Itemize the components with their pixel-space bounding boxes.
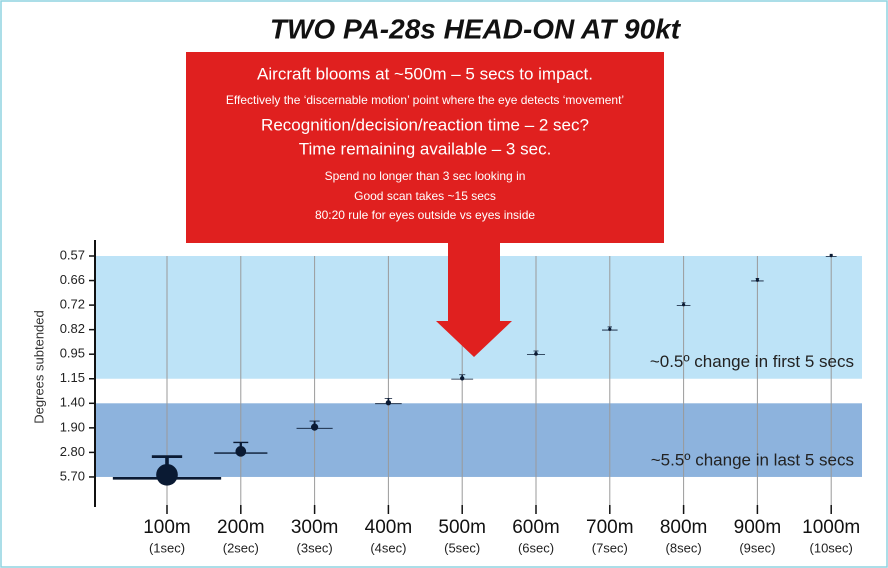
y-tick-label: 0.95 [60, 346, 85, 361]
x-tick-label: 1000m [802, 517, 860, 538]
x-tick-sublabel: (9sec) [739, 540, 775, 555]
x-tick-label: 700m [586, 517, 634, 538]
x-tick-sublabel: (1sec) [149, 540, 185, 555]
x-tick-sublabel: (10sec) [810, 540, 853, 555]
y-tick-label: 0.57 [60, 247, 85, 262]
x-tick-sublabel: (8sec) [666, 540, 702, 555]
callout-line: Effectively the ‘discernable motion’ poi… [226, 93, 624, 107]
x-tick-label: 400m [365, 517, 413, 538]
x-tick-label: 900m [734, 517, 782, 538]
chart-title: TWO PA-28s HEAD-ON AT 90kt [270, 13, 682, 44]
x-tick-label: 600m [512, 517, 560, 538]
y-axis-label: Degrees subtended [31, 310, 46, 423]
x-tick-label: 100m [143, 517, 191, 538]
chart: TWO PA-28s HEAD-ON AT 90kt ~0.5º change … [0, 0, 888, 568]
x-tick-sublabel: (3sec) [297, 540, 333, 555]
x-tick-sublabel: (7sec) [592, 540, 628, 555]
callout-line: Aircraft blooms at ~500m – 5 secs to imp… [257, 64, 593, 83]
x-tick-sublabel: (2sec) [223, 540, 259, 555]
band-label: ~5.5º change in last 5 secs [651, 450, 854, 469]
x-tick-sublabel: (4sec) [370, 540, 406, 555]
callout-line: Spend no longer than 3 sec looking in [325, 169, 526, 183]
y-tick-label: 2.80 [60, 444, 85, 459]
x-tick-label: 300m [291, 517, 339, 538]
y-tick-label: 1.90 [60, 419, 85, 434]
x-tick-sublabel: (5sec) [444, 540, 480, 555]
y-tick-label: 0.66 [60, 272, 85, 287]
callout-line: Time remaining available – 3 sec. [299, 139, 552, 158]
y-tick-label: 0.82 [60, 321, 85, 336]
y-tick-label: 1.40 [60, 395, 85, 410]
x-tick-label: 500m [438, 517, 486, 538]
callout-line: 80:20 rule for eyes outside vs eyes insi… [315, 208, 535, 222]
y-tick-label: 0.72 [60, 297, 85, 312]
y-tick-label: 5.70 [60, 468, 85, 483]
callout-line: Good scan takes ~15 secs [354, 189, 496, 203]
band-label: ~0.5º change in first 5 secs [650, 352, 854, 371]
x-tick-sublabel: (6sec) [518, 540, 554, 555]
callout-line: Recognition/decision/reaction time – 2 s… [261, 115, 589, 134]
x-tick-label: 200m [217, 517, 265, 538]
y-tick-label: 1.15 [60, 370, 85, 385]
x-tick-label: 800m [660, 517, 708, 538]
